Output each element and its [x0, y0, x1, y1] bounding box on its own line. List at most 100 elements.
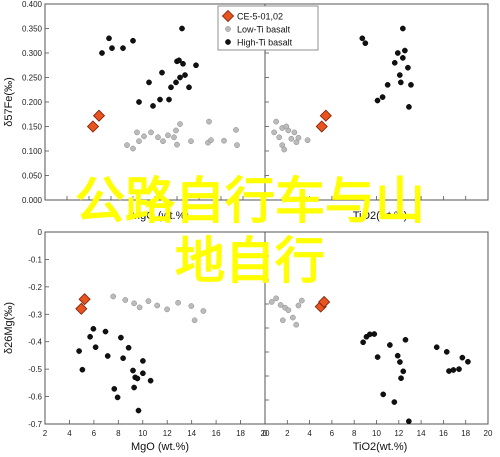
x-tick-label: 10 [138, 429, 147, 438]
data-point-low-ti [295, 302, 302, 309]
data-point-ce5 [92, 109, 106, 122]
x-tick-label: 12 [394, 429, 403, 438]
x-tick-label: 8 [352, 429, 357, 438]
data-point-low-ti [160, 138, 166, 145]
data-point-low-ti [283, 123, 290, 130]
panel-bottom-right: 0 2 4 6 8 10 12 14 16 18 20 TiO2(wt.%) [263, 231, 493, 453]
data-point-low-ti [136, 138, 142, 145]
data-point-high-ti [374, 97, 381, 104]
data-point-low-ti [173, 127, 179, 134]
data-point-high-ti [131, 384, 137, 391]
data-point-high-ti [402, 47, 408, 54]
x-tick-label: 4 [307, 429, 312, 438]
data-point-high-ti [405, 418, 412, 425]
overlay-text-line-2: 地自行 [175, 232, 325, 290]
data-point-high-ti [90, 325, 97, 332]
data-point-low-ti [285, 307, 292, 314]
data-point-low-ti [164, 306, 170, 313]
y-tick-label: -0.4 [28, 338, 42, 347]
y-axis-label: δ57Fe(‰) [3, 77, 15, 127]
data-point-low-ti [188, 303, 195, 309]
data-point-low-ti [171, 134, 177, 141]
data-point-high-ti [130, 37, 136, 44]
data-point-low-ti [291, 129, 298, 136]
data-point-ce5 [78, 293, 91, 306]
x-tick-label: 12 [163, 429, 172, 438]
data-point-high-ti [109, 45, 115, 51]
data-point-high-ti [408, 82, 414, 88]
data-point-low-ti [200, 308, 207, 314]
data-point-low-ti [154, 302, 161, 309]
data-point-high-ti [134, 375, 141, 382]
data-point-high-ti [118, 334, 124, 341]
data-point-high-ti [450, 367, 457, 373]
x-tick-label: 0 [263, 429, 268, 438]
x-tick-label: 2 [285, 429, 290, 438]
data-point-low-ti [293, 321, 300, 328]
y-tick-label: 0.100 [22, 147, 43, 156]
data-point-high-ti [456, 366, 462, 372]
data-point-low-ti [165, 132, 171, 139]
data-point-high-ti [111, 386, 118, 392]
data-point-low-ti [134, 129, 140, 136]
data-point-high-ti [92, 344, 99, 351]
data-point-low-ti [290, 314, 296, 321]
data-point-high-ti [402, 336, 409, 343]
data-point-low-ti [268, 299, 275, 305]
y-tick-label: 0.250 [22, 74, 43, 83]
data-point-ce5 [318, 295, 331, 309]
legend-entry-label: Low-Ti basalt [237, 25, 291, 35]
data-point-high-ti [114, 394, 121, 401]
data-point-low-ti [234, 142, 240, 148]
data-point-low-ti [177, 121, 183, 127]
data-point-high-ti [465, 358, 471, 365]
data-point-high-ti [87, 333, 93, 340]
data-point-high-ti [406, 104, 412, 110]
data-point-ce5 [221, 9, 235, 23]
panel-bottom-left: -0.7 -0.6 -0.5 -0.4 -0.3 -0.2 -0.1 0 2 4 6 8 10 12 14 1… [3, 228, 270, 453]
y-tick-label: -0.5 [28, 365, 42, 374]
data-point-high-ti [104, 353, 111, 359]
x-tick-label: 18 [236, 429, 245, 438]
data-point-high-ti [130, 367, 136, 374]
data-point-low-ti [155, 134, 161, 141]
data-point-low-ti [276, 134, 283, 141]
data-point-low-ti [122, 297, 129, 303]
data-point-high-ti [391, 399, 398, 405]
data-point-high-ti [225, 39, 231, 45]
y-tick-label: 0.300 [22, 49, 43, 58]
data-point-low-ti [288, 135, 295, 142]
legend-entry-label: High-Ti basalt [237, 38, 293, 48]
x-tick-label: 16 [212, 429, 221, 438]
data-point-high-ti [394, 50, 401, 56]
x-tick-label: 8 [116, 429, 121, 438]
data-point-low-ti [110, 293, 117, 300]
x-tick-label: 4 [67, 429, 72, 438]
data-point-high-ti [396, 72, 403, 78]
data-point-high-ti [166, 96, 172, 103]
data-point-high-ti [433, 344, 440, 351]
data-point-high-ti [379, 94, 386, 100]
data-point-high-ti [140, 370, 146, 377]
y-tick-label: 0.200 [22, 98, 43, 107]
data-point-low-ti [277, 302, 284, 308]
data-point-high-ti [79, 366, 86, 373]
data-point-low-ti [175, 299, 181, 306]
data-point-high-ti [400, 25, 406, 32]
y-tick-label: -0.3 [28, 310, 42, 319]
data-point-ce5 [319, 109, 332, 122]
data-point-high-ti [391, 59, 398, 66]
panel-top-right: TiO2(wt.%) [264, 3, 489, 222]
data-point-low-ti [145, 298, 152, 304]
data-point-low-ti [148, 129, 154, 136]
data-point-low-ti [174, 141, 180, 148]
y-tick-label: -0.1 [28, 255, 42, 264]
x-tick-label: 20 [484, 429, 493, 438]
x-axis-label: TiO2(wt.%) [353, 210, 408, 222]
x-tick-label: 14 [417, 429, 426, 438]
data-point-high-ti [140, 358, 146, 364]
overlay-text-line-1: 公路自行车与山 [75, 172, 425, 230]
x-tick-label: 16 [439, 429, 448, 438]
data-point-low-ti [295, 134, 302, 141]
data-point-low-ti [124, 142, 130, 148]
